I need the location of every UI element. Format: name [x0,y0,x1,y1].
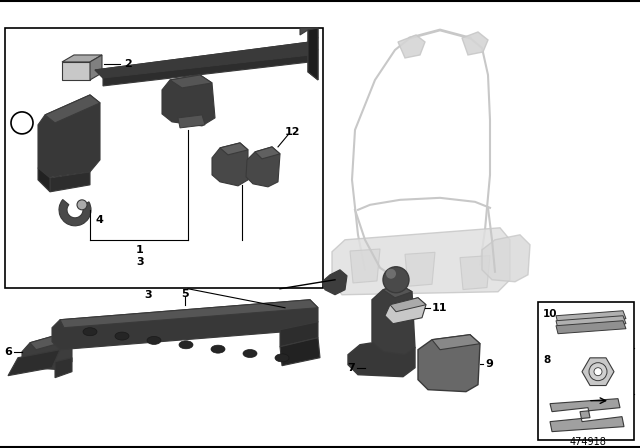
Ellipse shape [115,332,129,340]
Polygon shape [556,316,626,329]
Circle shape [589,363,607,381]
Ellipse shape [211,345,225,353]
Polygon shape [60,300,318,328]
Text: 8: 8 [18,118,26,128]
Text: 12: 12 [284,127,300,137]
Ellipse shape [275,354,289,362]
Polygon shape [418,335,480,392]
Circle shape [383,267,409,293]
Polygon shape [38,168,50,192]
Text: 8: 8 [543,355,550,365]
Polygon shape [95,42,318,78]
Polygon shape [398,35,425,58]
Polygon shape [348,338,415,377]
Text: 5: 5 [181,289,189,299]
Polygon shape [246,147,280,187]
Polygon shape [556,311,626,324]
Polygon shape [162,75,215,126]
Polygon shape [405,252,435,286]
Polygon shape [372,285,415,355]
Polygon shape [62,62,90,80]
Polygon shape [38,95,100,178]
Text: 2: 2 [124,59,132,69]
Text: 7: 7 [348,363,355,373]
Polygon shape [52,300,318,350]
Polygon shape [55,358,72,378]
Polygon shape [332,228,510,295]
Text: 6: 6 [4,347,12,357]
Polygon shape [308,28,318,80]
Polygon shape [45,95,100,123]
Polygon shape [462,32,488,55]
Polygon shape [50,172,90,192]
Ellipse shape [179,341,193,349]
Polygon shape [383,285,412,298]
Polygon shape [385,298,426,324]
Text: 3: 3 [136,257,144,267]
Polygon shape [550,399,624,431]
Polygon shape [390,298,426,312]
Polygon shape [255,147,280,159]
Text: 474918: 474918 [570,437,607,447]
Polygon shape [8,350,60,376]
Polygon shape [350,249,380,283]
Text: 11: 11 [432,303,447,313]
Polygon shape [220,143,248,155]
Polygon shape [280,322,318,347]
Polygon shape [212,143,248,186]
Polygon shape [62,55,102,62]
Text: 4: 4 [95,215,103,225]
Polygon shape [308,30,318,80]
Circle shape [11,112,33,134]
Polygon shape [432,335,480,350]
Polygon shape [178,115,205,128]
Text: 10: 10 [543,309,557,319]
Ellipse shape [147,336,161,345]
Wedge shape [59,199,91,226]
Polygon shape [90,55,102,80]
Ellipse shape [83,328,97,336]
Text: 3: 3 [144,290,152,300]
Bar [538,302,634,439]
Polygon shape [103,55,310,86]
Text: 9: 9 [485,359,493,369]
Polygon shape [460,255,490,289]
Polygon shape [280,338,320,366]
Polygon shape [300,28,318,38]
Bar [5,28,323,288]
Polygon shape [482,235,530,282]
Circle shape [77,200,87,210]
Polygon shape [322,270,347,295]
Ellipse shape [243,349,257,358]
Polygon shape [95,42,310,78]
Polygon shape [170,75,212,88]
Polygon shape [30,333,72,350]
Circle shape [386,269,396,279]
Polygon shape [556,321,626,334]
Polygon shape [22,333,72,370]
Circle shape [594,368,602,376]
Text: 1: 1 [136,245,144,255]
